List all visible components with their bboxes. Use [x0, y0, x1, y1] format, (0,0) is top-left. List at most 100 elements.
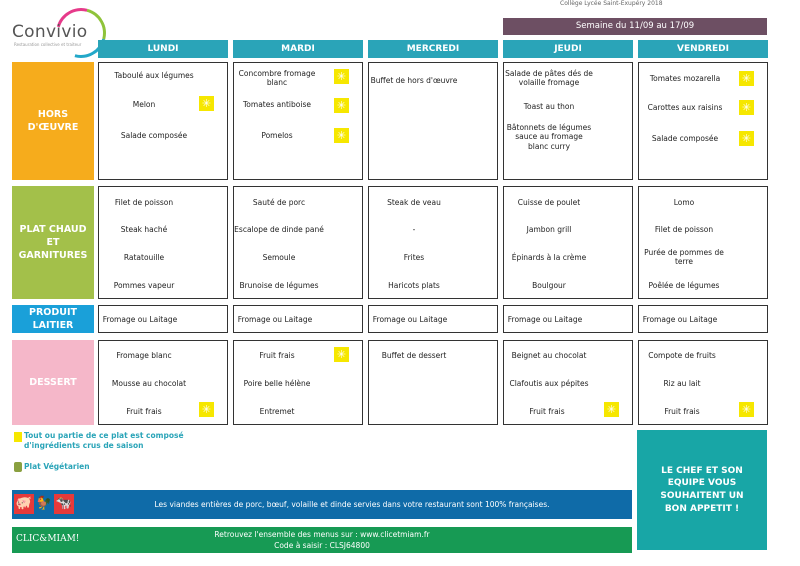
footer-viandes-bar: 🐖 🐓 🐄 Les viandes entières de porc, bœuf… [12, 490, 632, 519]
sun-icon: ✳ [334, 98, 349, 113]
row-label-plat-chaud: PLAT CHAUD ET GARNITURES [12, 186, 94, 299]
menu-item: Fromage ou Laitage [372, 315, 448, 324]
menu-item: Fruit frais [259, 351, 295, 360]
legend-saison: Tout ou partie de ce plat est composé d'… [24, 431, 184, 451]
menu-item: Steak haché [120, 225, 168, 234]
logo-tagline: Restauration collective et traiteur [14, 42, 82, 47]
day-header-jeudi: JEUDI [503, 40, 633, 58]
week-label: Semaine du 11/09 au 17/09 [503, 18, 767, 35]
menu-item: Tomates mozarella [649, 74, 721, 83]
sun-icon: ✳ [334, 347, 349, 362]
menu-item: Lomo [673, 198, 695, 207]
menu-cell-hors-vendredi: Tomates mozarella ✳ Carottes aux raisins… [638, 62, 768, 180]
menu-cell-plat-jeudi: Cuisse de poulet Jambon grill Épinards à… [503, 186, 633, 299]
menu-item: Pomelos [261, 131, 293, 140]
day-header-lundi: LUNDI [98, 40, 228, 58]
row-label-produit-laitier: PRODUIT LAITIER [12, 305, 94, 333]
menu-item: Salade composée [651, 134, 719, 143]
sun-icon: ✳ [199, 402, 214, 417]
menu-item: Mousse au chocolat [111, 379, 187, 388]
menu-item: Fruit frais [664, 407, 700, 416]
menu-item: Purée de pommes de terre [644, 248, 724, 267]
menu-item: Buffet de hors d'œuvre [370, 76, 458, 85]
menu-item: Jambon grill [526, 225, 572, 234]
menu-item: Fruit frais [529, 407, 565, 416]
menu-item: Filet de poisson [654, 225, 714, 234]
menu-cell-dessert-lundi: Fromage blanc Mousse au chocolat Fruit f… [98, 340, 228, 425]
menu-item: Épinards à la crème [511, 253, 587, 262]
sun-icon: ✳ [739, 402, 754, 417]
clicmiam-logo: CLIC&MIAM! [16, 534, 80, 544]
menu-item: Fromage ou Laitage [507, 315, 583, 324]
menu-item: Clafoutis aux pépites [509, 379, 589, 388]
footer-site-bar: CLIC&MIAM! Retrouvez l'ensemble des menu… [12, 527, 632, 553]
leaf-icon [14, 462, 22, 472]
sun-icon: ✳ [739, 71, 754, 86]
row-label-hors-doeuvre: HORS D'ŒUVRE [12, 62, 94, 180]
chicken-icon: 🐓 [34, 494, 54, 514]
menu-item: Frites [403, 253, 425, 262]
sun-icon: ✳ [604, 402, 619, 417]
menu-cell-laitier-jeudi: Fromage ou Laitage [503, 305, 633, 333]
menu-item: Pommes vapeur [113, 281, 175, 290]
footer-site-text[interactable]: Retrouvez l'ensemble des menus sur : www… [214, 530, 430, 539]
menu-item: Salade de pâtes dés de volaille fromage [505, 69, 593, 88]
menu-item: Sauté de porc [252, 198, 306, 207]
menu-cell-laitier-lundi: Fromage ou Laitage [98, 305, 228, 333]
sun-icon: ✳ [199, 96, 214, 111]
chef-message-text: LE CHEF ET SON EQUIPE VOUS SOUHAITENT UN… [660, 465, 744, 514]
menu-item: Escalope de dinde pané [234, 225, 324, 234]
menu-item: Fruit frais [126, 407, 162, 416]
menu-item: Fromage ou Laitage [102, 315, 178, 324]
sun-icon: ✳ [334, 128, 349, 143]
menu-cell-hors-jeudi: Salade de pâtes dés de volaille fromage … [503, 62, 633, 180]
convivio-logo: Convivio Restauration collective et trai… [4, 0, 116, 68]
sun-icon: ✳ [739, 100, 754, 115]
menu-item: Bâtonnets de légumes sauce au fromage bl… [506, 123, 592, 151]
menu-item: Filet de poisson [114, 198, 174, 207]
row-label-dessert: DESSERT [12, 340, 94, 425]
menu-item: Salade composée [120, 131, 188, 140]
menu-item: Fromage blanc [116, 351, 172, 360]
menu-cell-plat-vendredi: Lomo Filet de poisson Purée de pommes de… [638, 186, 768, 299]
menu-cell-laitier-mercredi: Fromage ou Laitage [368, 305, 498, 333]
day-header-mercredi: MERCREDI [368, 40, 498, 58]
cow-icon: 🐄 [54, 494, 74, 514]
menu-item: Taboulé aux légumes [114, 71, 194, 80]
menu-item: Fromage ou Laitage [237, 315, 313, 324]
menu-cell-plat-mercredi: Steak de veau - Frites Haricots plats [368, 186, 498, 299]
menu-item: Boulgour [532, 281, 566, 290]
menu-item: Compote de fruits [648, 351, 716, 360]
menu-item: Concombre fromage blanc [238, 69, 316, 88]
menu-cell-laitier-vendredi: Fromage ou Laitage [638, 305, 768, 333]
sun-icon: ✳ [739, 131, 754, 146]
sun-icon [14, 432, 22, 442]
menu-item: Cuisse de poulet [517, 198, 581, 207]
sun-icon: ✳ [334, 69, 349, 84]
footer-code-text: Code à saisir : CLSJ64800 [274, 541, 370, 550]
pig-icon: 🐖 [14, 494, 34, 514]
menu-item: Toast au thon [523, 102, 575, 111]
menu-item: Ratatouille [123, 253, 165, 262]
menu-item: Carottes aux raisins [647, 103, 723, 112]
chef-message: LE CHEF ET SON EQUIPE VOUS SOUHAITENT UN… [637, 430, 767, 550]
menu-item: Poire belle hélène [243, 379, 311, 388]
legend-vegetarien: Plat Végétarien [24, 462, 90, 471]
menu-item: Tomates antiboise [243, 100, 311, 109]
menu-cell-laitier-mardi: Fromage ou Laitage [233, 305, 363, 333]
footer-viandes-text: Les viandes entières de porc, bœuf, vola… [154, 500, 550, 509]
menu-item: Steak de veau [387, 198, 441, 207]
menu-item: Entremet [259, 407, 295, 416]
menu-item: - [412, 225, 416, 234]
menu-cell-plat-mardi: Sauté de porc Escalope de dinde pané Sem… [233, 186, 363, 299]
menu-item: Riz au lait [663, 379, 701, 388]
menu-item: Beignet au chocolat [511, 351, 587, 360]
menu-cell-hors-mercredi: Buffet de hors d'œuvre [368, 62, 498, 180]
menu-item: Poêlée de légumes [648, 281, 720, 290]
menu-item: Brunoise de légumes [239, 281, 319, 290]
menu-cell-plat-lundi: Filet de poisson Steak haché Ratatouille… [98, 186, 228, 299]
menu-cell-dessert-mardi: Fruit frais ✳ Poire belle hélène Entreme… [233, 340, 363, 425]
menu-item: Melon [132, 100, 156, 109]
menu-cell-dessert-vendredi: Compote de fruits Riz au lait Fruit frai… [638, 340, 768, 425]
day-header-mardi: MARDI [233, 40, 363, 58]
